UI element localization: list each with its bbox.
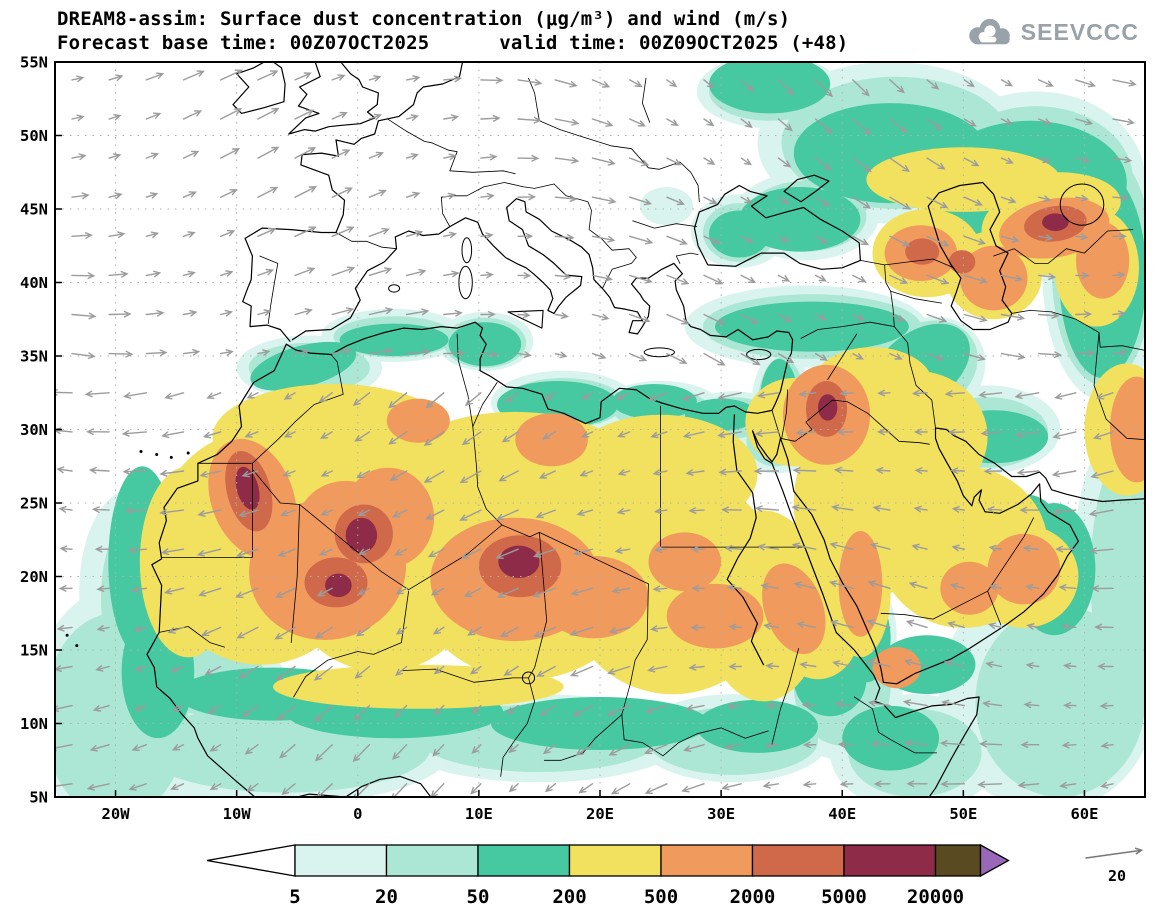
colorbar-segment bbox=[294, 844, 388, 877]
plot-subtitle: Forecast base time: 00Z07OCT2025 valid t… bbox=[57, 32, 849, 54]
lat-tick-label: 15N bbox=[20, 642, 48, 660]
lat-tick-label: 10N bbox=[20, 715, 48, 733]
colorbar-under-arrow bbox=[206, 844, 296, 877]
lat-tick-label: 35N bbox=[20, 348, 48, 366]
colorbar-level-label: 2000 bbox=[730, 886, 776, 907]
lat-tick-label: 50N bbox=[20, 127, 48, 145]
colorbar-level-label: 500 bbox=[644, 886, 678, 907]
map-frame: 55N 50N 45N 40N 35N 30N 25N 20N 15N 10N 5N 20W 10W 0 1… bbox=[20, 54, 1146, 823]
colorbar-over-arrow bbox=[979, 843, 1010, 878]
colorbar-level-label: 200 bbox=[552, 886, 586, 907]
lon-tick-label: 10E bbox=[465, 805, 493, 823]
lat-tick-label: 30N bbox=[20, 421, 48, 439]
wind-reference-value: 20 bbox=[1108, 867, 1126, 885]
colorbar-level-label: 5000 bbox=[821, 886, 867, 907]
lat-tick-label: 5N bbox=[29, 789, 48, 807]
wind-vector-field bbox=[55, 69, 1137, 797]
lat-tick-label: 45N bbox=[20, 201, 48, 219]
lon-tick-label: 50E bbox=[949, 805, 977, 823]
lon-tick-label: 10W bbox=[223, 805, 252, 823]
colorbar-segment bbox=[751, 844, 845, 877]
colorbar-level-label: 20000 bbox=[907, 886, 964, 907]
lat-tick-label: 55N bbox=[20, 54, 48, 72]
lat-tick-label: 40N bbox=[20, 274, 48, 292]
colorbar-segment bbox=[660, 844, 754, 877]
lon-tick-label: 60E bbox=[1070, 805, 1098, 823]
lon-tick-label: 0 bbox=[353, 805, 362, 823]
cloud-icon bbox=[969, 18, 1010, 45]
colorbar-segment bbox=[843, 844, 937, 877]
lon-tick-label: 20E bbox=[586, 805, 614, 823]
lon-tick-label: 20W bbox=[102, 805, 131, 823]
logo-text: SEEVCCC bbox=[1020, 18, 1139, 45]
lon-tick-label: 30E bbox=[707, 805, 735, 823]
plot-title: DREAM8-assim: Surface dust concentration… bbox=[57, 8, 791, 30]
colorbar-segment bbox=[568, 844, 662, 877]
coastlines-and-borders bbox=[65, 62, 1145, 797]
lon-tick-label: 40E bbox=[828, 805, 856, 823]
colorbar-level-label: 50 bbox=[467, 886, 490, 907]
lat-tick-label: 25N bbox=[20, 495, 48, 513]
colorbar-segment bbox=[934, 844, 982, 877]
colorbar-level-label: 5 bbox=[289, 886, 300, 907]
wind-reference: 20 bbox=[1085, 847, 1144, 885]
dust-concentration-field bbox=[55, 62, 1145, 797]
seevccc-logo: SEEVCCC bbox=[964, 16, 1139, 48]
lat-tick-label: 20N bbox=[20, 568, 48, 586]
colorbar-level-label: 20 bbox=[375, 886, 398, 907]
colorbar: 5 20 50 200 500 2000 5000 20000 bbox=[206, 843, 1010, 907]
colorbar-segment bbox=[385, 844, 479, 877]
colorbar-segment bbox=[477, 844, 571, 877]
